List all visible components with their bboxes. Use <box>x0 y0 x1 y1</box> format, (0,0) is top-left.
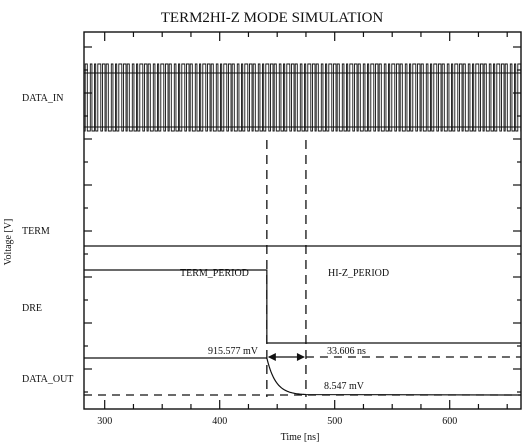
series-labels: DATA_IN TERM DRE DATA_OUT <box>22 93 73 385</box>
series-label-dre: DRE <box>22 303 42 314</box>
x-tick-label: 600 <box>442 416 457 427</box>
annotation-voltage-low: 8.547 mV <box>324 381 365 392</box>
chart-title: TERM2HI-Z MODE SIMULATION <box>161 10 384 26</box>
annotation-interval: 33.606 ns <box>327 346 366 357</box>
annotation-hiz-period: HI-Z_PERIOD <box>328 268 389 279</box>
x-tick-label: 400 <box>212 416 227 427</box>
series-label-data-in: DATA_IN <box>22 93 63 104</box>
series-data-in-wave <box>84 63 522 132</box>
annotation-term-period: TERM_PERIOD <box>180 268 249 279</box>
interval-arrowhead-left <box>267 353 276 361</box>
series-dre-step <box>84 269 521 344</box>
series-layer <box>84 63 522 396</box>
series-label-data-out: DATA_OUT <box>22 374 73 385</box>
y-axis-label: Voltage [V] <box>3 219 14 266</box>
annotation-voltage-high: 915.577 mV <box>208 346 259 357</box>
series-data-out-curve <box>84 357 522 396</box>
interval-arrowhead-right <box>296 353 305 361</box>
x-tick-label: 300 <box>97 416 112 427</box>
x-axis-label: Time [ns] <box>281 432 320 443</box>
axis-ticks <box>84 32 521 409</box>
x-tick-label: 500 <box>327 416 342 427</box>
x-tick-labels: 300 400 500 600 <box>97 416 457 427</box>
plot-frame <box>83 31 522 410</box>
marker-layer <box>266 140 307 397</box>
annotations: TERM_PERIOD HI-Z_PERIOD 915.577 mV 33.60… <box>180 268 389 392</box>
series-label-term: TERM <box>22 226 50 237</box>
